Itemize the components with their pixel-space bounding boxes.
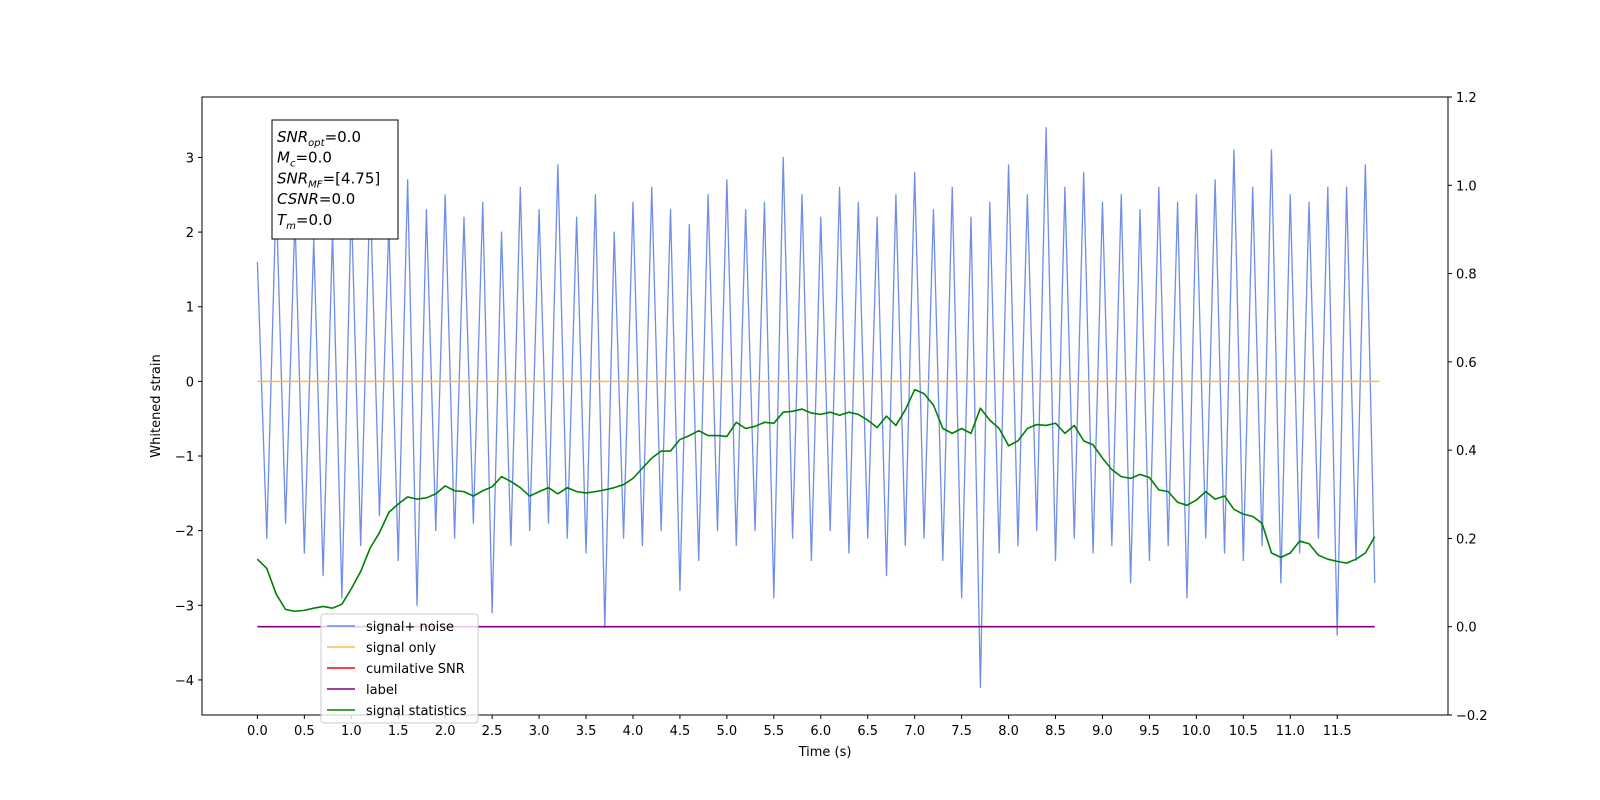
legend-label: label [366,683,397,698]
y2-tick-label: 1.0 [1456,179,1477,194]
x-tick-label: 9.5 [1139,724,1160,739]
x-tick-label: 11.0 [1276,724,1305,739]
y2-tick-label: 0.0 [1456,621,1477,636]
annotation-symbol: SNR [277,169,308,187]
y-tick-label: −1 [175,450,194,465]
series-line [256,126,1376,689]
x-tick-label: 5.0 [717,724,738,739]
x-tick-label: 10.5 [1229,724,1258,739]
x-tick-label: 7.5 [951,724,972,739]
annotation-subscript: m [286,221,296,232]
x-tick-label: 10.0 [1182,724,1211,739]
x-tick-label: 7.0 [904,724,925,739]
annotation-line: Tm=0.0 [277,211,332,232]
y-axis-label: Whitened strain [149,354,164,457]
x-tick-label: 0.0 [247,724,268,739]
annotation-line: SNRopt=0.0 [277,128,361,149]
x-tick-label: 2.0 [435,724,456,739]
y-tick-label: 0 [186,375,194,390]
x-tick-label: 0.5 [294,724,315,739]
x-tick-label: 5.5 [763,724,784,739]
x-tick-label: 8.0 [998,724,1019,739]
x-tick-label: 3.5 [576,724,597,739]
annotation-text: =0.0 [319,190,355,208]
y2-tick-label: 1.2 [1456,91,1477,106]
x-tick-label: 6.0 [810,724,831,739]
x-tick-label: 4.5 [670,724,691,739]
annotation-text: =0.0 [296,211,332,229]
annotation-subscript: opt [308,138,325,149]
y-tick-label: −4 [175,674,194,689]
y2-tick-label: 0.2 [1456,532,1477,547]
legend-label: signal statistics [366,704,467,719]
annotation-line: Mc=0.0 [277,149,332,170]
annotation-symbol: M [277,149,290,167]
x-tick-label: 9.0 [1092,724,1113,739]
legend-frame [320,613,479,724]
x-tick-label: 3.0 [529,724,550,739]
y2-tick-label: 0.6 [1456,356,1477,371]
y-tick-label: −3 [175,599,194,614]
legend-label: signal only [366,641,436,656]
annotation-text: =0.0 [325,128,361,146]
annotation-symbol: CSNR [277,190,319,208]
annotation-subscript: MF [308,179,323,190]
annotation-text: =0.0 [295,149,331,167]
annotation-symbol: T [277,211,288,229]
y-tick-label: 2 [186,226,194,241]
x-tick-label: 4.0 [623,724,644,739]
y-tick-label: 3 [186,151,194,166]
y-tick-label: 1 [186,301,194,316]
x-tick-label: 8.5 [1045,724,1066,739]
legend-label: cumilative SNR [366,662,465,677]
y2-tick-label: −0.2 [1456,709,1488,724]
annotation-line: CSNR=0.0 [277,190,355,208]
annotation-line: SNRMF=[4.75] [277,169,380,190]
y2-tick-label: 0.4 [1456,444,1477,459]
legend: signal+ noise signal only cumilative SNR la… [320,613,479,724]
annotation-symbol: SNR [277,128,308,146]
legend-label: signal+ noise [366,620,454,635]
x-axis-label: Time (s) [798,745,852,760]
x-tick-label: 11.5 [1323,724,1352,739]
y2-tick-label: 0.8 [1456,268,1477,283]
annotation-subscript: c [290,159,296,170]
x-tick-label: 1.0 [341,724,362,739]
plot-frame [201,96,1449,716]
series-line [256,388,1376,613]
x-tick-label: 6.5 [857,724,878,739]
x-tick-label: 1.5 [388,724,409,739]
annotation-text: =[4.75] [323,169,381,187]
annotation-box: SNRopt=0.0Mc=0.0SNRMF=[4.75]CSNR=0.0Tm=0… [271,119,399,240]
annotation-frame [271,119,399,240]
y-tick-label: −2 [175,525,194,540]
x-tick-label: 2.5 [482,724,503,739]
